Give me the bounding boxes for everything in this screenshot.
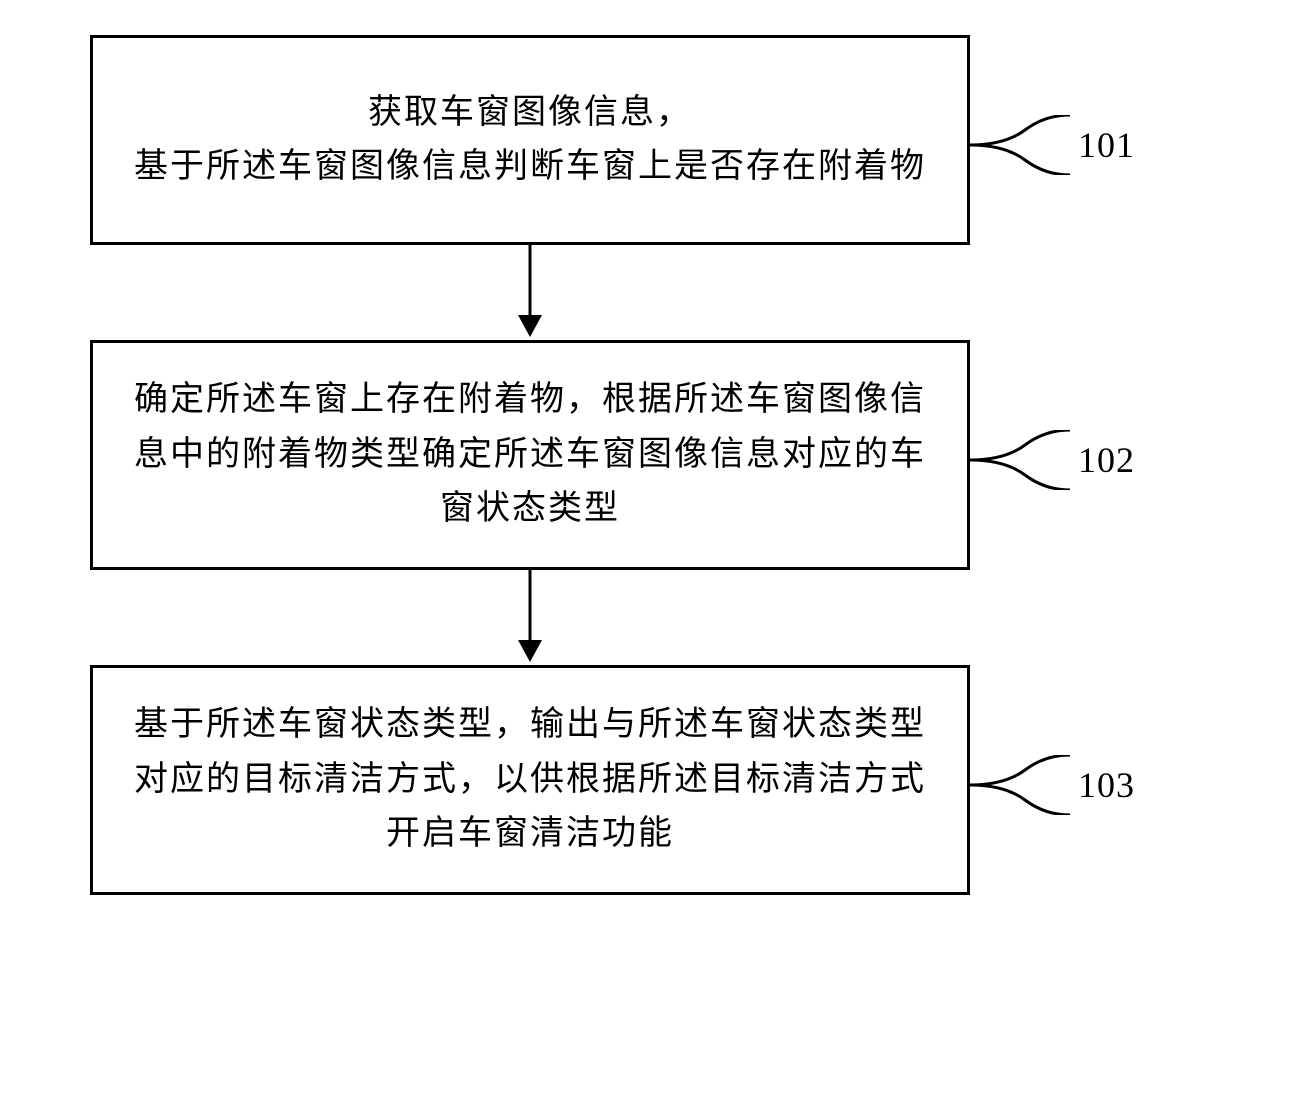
flow-text-101: 获取车窗图像信息，基于所述车窗图像信息判断车窗上是否存在附着物 <box>134 86 926 195</box>
step-label-103: 103 <box>1078 764 1135 806</box>
flowchart-container: 获取车窗图像信息，基于所述车窗图像信息判断车窗上是否存在附着物 101 确定所述… <box>90 35 1210 895</box>
step-label-101: 101 <box>1078 124 1135 166</box>
curve-icon <box>970 115 1070 175</box>
connector-101: 101 <box>970 115 1135 175</box>
connector-102: 102 <box>970 430 1135 490</box>
flow-row-1: 获取车窗图像信息，基于所述车窗图像信息判断车窗上是否存在附着物 101 <box>90 35 1210 245</box>
curve-icon <box>970 755 1070 815</box>
arrow-head-icon <box>518 315 542 337</box>
arrow-line-icon <box>529 245 532 320</box>
flow-text-102: 确定所述车窗上存在附着物，根据所述车窗图像信息中的附着物类型确定所述车窗图像信息… <box>133 373 927 536</box>
step-label-102: 102 <box>1078 439 1135 481</box>
connector-103: 103 <box>970 755 1135 815</box>
arrow-line-icon <box>529 570 532 645</box>
arrow-1 <box>90 245 970 340</box>
flow-box-103: 基于所述车窗状态类型，输出与所述车窗状态类型对应的目标清洁方式，以供根据所述目标… <box>90 665 970 895</box>
flow-text-103: 基于所述车窗状态类型，输出与所述车窗状态类型对应的目标清洁方式，以供根据所述目标… <box>133 698 927 861</box>
flow-row-3: 基于所述车窗状态类型，输出与所述车窗状态类型对应的目标清洁方式，以供根据所述目标… <box>90 665 1210 895</box>
flow-row-2: 确定所述车窗上存在附着物，根据所述车窗图像信息中的附着物类型确定所述车窗图像信息… <box>90 340 1210 570</box>
curve-icon <box>970 430 1070 490</box>
flow-box-101: 获取车窗图像信息，基于所述车窗图像信息判断车窗上是否存在附着物 <box>90 35 970 245</box>
flow-box-102: 确定所述车窗上存在附着物，根据所述车窗图像信息中的附着物类型确定所述车窗图像信息… <box>90 340 970 570</box>
arrow-head-icon <box>518 640 542 662</box>
arrow-2 <box>90 570 970 665</box>
